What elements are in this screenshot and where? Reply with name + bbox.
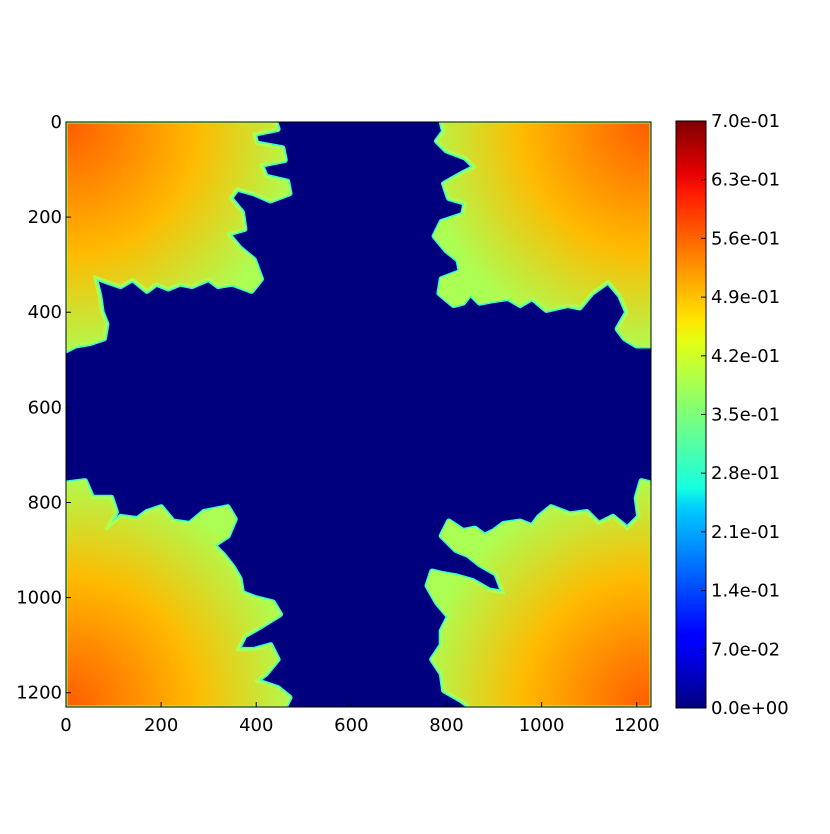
colorbar-tick-label: 7.0e-01 <box>711 111 780 132</box>
colorbar: 0.0e+00 7.0e-02 1.4e-01 2.1e-01 2.8e-01 3.5e-… <box>675 111 789 719</box>
colorbar-ticks: 0.0e+00 7.0e-02 1.4e-01 2.1e-01 2.8e-01 3.5e-… <box>701 111 789 719</box>
y-tick-label: 800 <box>28 492 62 513</box>
region-top-left <box>66 122 291 352</box>
x-tick-label: 0 <box>60 715 71 736</box>
colorbar-tick-label: 2.1e-01 <box>711 522 780 543</box>
region-bottom-left <box>66 479 291 707</box>
y-tick-label: 400 <box>28 302 62 323</box>
colorbar-tick-label: 3.5e-01 <box>711 405 780 426</box>
plot-frame <box>65 121 652 708</box>
colorbar-tick-label: 5.6e-01 <box>711 228 780 249</box>
y-tick-label: 1200 <box>16 683 62 704</box>
heatmap-regions <box>66 122 651 707</box>
x-tick-label: 600 <box>334 715 368 736</box>
colorbar-tick-label: 1.4e-01 <box>711 581 780 602</box>
region-bottom-right <box>426 479 651 707</box>
x-tick-label: 1000 <box>519 715 565 736</box>
y-tick-label: 600 <box>28 397 62 418</box>
colorbar-tick-label: 4.2e-01 <box>711 346 780 367</box>
y-tick-label: 0 <box>51 112 62 133</box>
y-tick-label: 1000 <box>16 588 62 609</box>
x-tick-label: 1200 <box>614 715 660 736</box>
y-axis: 0 200 400 600 800 1000 1200 <box>16 112 71 704</box>
colorbar-tick-label: 7.0e-02 <box>711 639 780 660</box>
x-axis: 0 200 400 600 800 1000 1200 <box>60 702 660 736</box>
region-top-right <box>433 122 651 347</box>
y-tick-label: 200 <box>28 207 62 228</box>
colorbar-tick-label: 4.9e-01 <box>711 287 780 308</box>
colorbar-tick-label: 2.8e-01 <box>711 463 780 484</box>
x-tick-label: 400 <box>239 715 273 736</box>
x-tick-label: 200 <box>144 715 178 736</box>
x-tick-label: 800 <box>429 715 463 736</box>
plot-area <box>65 121 652 708</box>
colorbar-tick-label: 6.3e-01 <box>711 170 780 191</box>
colorbar-tick-label: 0.0e+00 <box>711 698 789 719</box>
